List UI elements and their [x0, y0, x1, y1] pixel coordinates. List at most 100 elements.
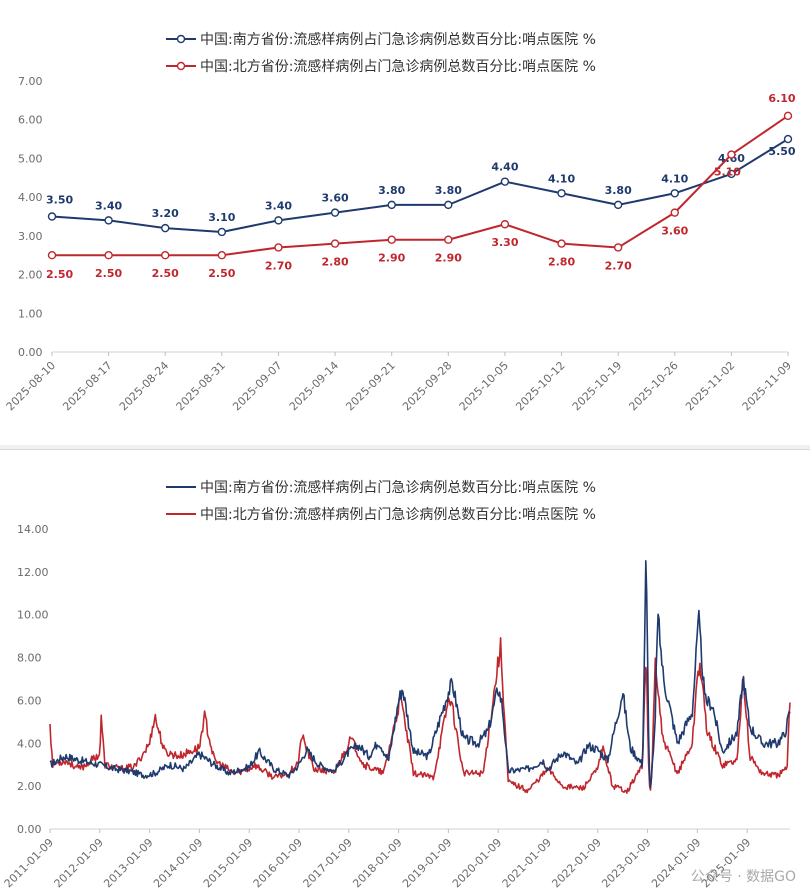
data-point	[727, 150, 736, 159]
data-point	[161, 223, 170, 233]
data-label: 3.40	[95, 199, 122, 212]
data-point	[104, 216, 113, 225]
x-tick-label: 2022-01-09	[549, 836, 603, 890]
data-point	[613, 243, 623, 252]
y-tick-label: 2.00	[17, 780, 42, 793]
x-tick-label: 2025-08-17	[60, 359, 114, 413]
x-tick-label: 2013-01-09	[101, 836, 155, 890]
x-tick-label: 2025-09-14	[287, 359, 341, 413]
x-tick-label: 2012-01-09	[52, 836, 106, 890]
data-label: 2.90	[435, 252, 462, 265]
x-tick-label: 2025-08-10	[4, 359, 58, 413]
legend-marker-1	[176, 61, 186, 71]
data-point	[670, 189, 679, 198]
panel-separator	[0, 445, 810, 449]
y-tick-label: 4.00	[18, 191, 43, 204]
data-point	[387, 200, 396, 210]
data-label: 2.50	[95, 267, 122, 280]
data-point	[613, 200, 623, 210]
x-tick-label: 2025-08-24	[117, 359, 171, 413]
x-tick-label: 2025-09-28	[400, 359, 454, 413]
legend-label-1: 中国:北方省份:流感样病例占门急诊病例总数百分比:哨点医院 %	[200, 506, 596, 523]
legend-marker-0	[176, 34, 186, 44]
x-tick-label: 2025-11-09	[740, 359, 794, 413]
data-point	[557, 239, 566, 248]
data-label: 5.50	[768, 145, 795, 158]
x-tick-label: 2017-01-09	[301, 836, 355, 890]
data-label: 3.80	[605, 184, 632, 197]
data-label: 3.80	[378, 184, 405, 197]
data-point	[727, 169, 736, 179]
y-tick-label: 4.00	[17, 737, 42, 750]
x-tick-label: 2021-01-09	[500, 836, 554, 890]
data-label: 3.80	[435, 184, 462, 197]
bottom-line-chart: 中国:南方省份:流感样病例占门急诊病例总数百分比:哨点医院 % 中国:北方省份:流…	[2, 479, 791, 890]
y-tick-label: 6.00	[18, 114, 43, 127]
series-line-1	[52, 115, 789, 257]
x-tick-label: 2023-01-09	[599, 836, 653, 890]
y-tick-label: 5.00	[18, 152, 43, 165]
data-label: 2.70	[605, 259, 632, 272]
y-tick-label: 6.00	[17, 694, 42, 707]
x-tick-label: 2019-01-09	[400, 836, 454, 890]
bottom-chart-panel: 中国:南方省份:流感样病例占门急诊病例总数百分比:哨点医院 % 中国:北方省份:流…	[0, 449, 810, 894]
data-label: 3.50	[46, 194, 73, 207]
data-label: 4.40	[491, 161, 518, 174]
data-point	[330, 208, 340, 217]
data-label: 3.30	[491, 236, 518, 249]
series-line-1	[49, 637, 791, 794]
legend-label-1: 中国:北方省份:流感样病例占门急诊病例总数百分比:哨点医院 %	[200, 58, 596, 75]
y-tick-label: 7.00	[18, 75, 43, 88]
data-point	[557, 189, 566, 198]
x-tick-label: 2025-09-07	[230, 359, 284, 413]
data-label: 4.10	[661, 172, 688, 185]
top-line-chart: 中国:南方省份:流感样病例占门急诊病例总数百分比:哨点医院 % 中国:北方省份:流…	[4, 31, 796, 413]
series-line-0	[51, 138, 789, 233]
data-label: 2.70	[265, 259, 292, 272]
data-point	[274, 243, 283, 252]
top-chart-panel: 中国:南方省份:流感样病例占门急诊病例总数百分比:哨点医院 % 中国:北方省份:流…	[0, 0, 810, 445]
y-tick-label: 10.00	[17, 609, 49, 622]
y-tick-label: 0.00	[17, 823, 42, 836]
data-point	[387, 235, 396, 244]
data-point	[500, 220, 510, 229]
x-tick-label: 2025-10-05	[457, 359, 511, 413]
y-tick-label: 1.00	[18, 307, 43, 320]
x-tick-label: 2014-01-09	[151, 836, 205, 890]
data-label: 2.80	[322, 256, 349, 269]
series-line-0	[49, 560, 791, 789]
data-label: 3.40	[265, 199, 292, 212]
y-tick-label: 0.00	[18, 346, 43, 359]
data-label: 2.50	[208, 267, 235, 280]
data-point	[47, 251, 57, 260]
data-point	[161, 251, 170, 260]
y-tick-label: 14.00	[17, 523, 49, 536]
y-tick-label: 2.00	[18, 269, 43, 282]
x-tick-label: 2025-08-31	[174, 359, 228, 413]
x-tick-label: 2015-01-09	[201, 836, 255, 890]
data-label: 6.10	[768, 92, 795, 105]
data-label: 3.60	[661, 225, 688, 238]
data-point	[217, 251, 227, 260]
x-tick-label: 2011-01-09	[2, 836, 56, 890]
data-label: 2.80	[548, 256, 575, 269]
data-label: 2.50	[152, 267, 179, 280]
data-point	[274, 216, 283, 225]
legend-label-0: 中国:南方省份:流感样病例占门急诊病例总数百分比:哨点医院 %	[200, 31, 596, 48]
data-label: 3.20	[152, 207, 179, 220]
x-tick-label: 2025-11-02	[683, 359, 737, 413]
data-point	[444, 200, 453, 210]
x-tick-label: 2020-01-09	[450, 836, 504, 890]
data-label: 4.10	[548, 172, 575, 185]
data-point	[330, 239, 340, 248]
data-label: 5.10	[714, 166, 741, 179]
data-label: 3.60	[322, 192, 349, 205]
watermark-text: 公众号 · 数据GO	[690, 869, 796, 885]
data-point	[104, 251, 113, 260]
data-label: 2.90	[378, 252, 405, 265]
x-tick-label: 2025-10-26	[626, 359, 680, 413]
data-point	[444, 235, 453, 244]
data-label: 2.50	[46, 268, 73, 281]
data-point	[783, 134, 793, 144]
x-tick-label: 2025-10-19	[570, 359, 624, 413]
